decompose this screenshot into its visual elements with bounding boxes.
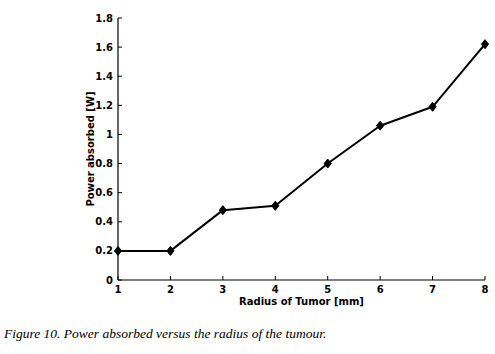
x-tick-label: 7 — [429, 284, 436, 295]
x-tick — [118, 276, 119, 280]
x-tick — [380, 276, 381, 280]
marker — [167, 246, 174, 255]
marker — [324, 159, 331, 168]
marker — [272, 201, 279, 210]
y-tick-label: 0.8 — [95, 158, 113, 169]
y-axis — [117, 18, 118, 280]
x-tick — [432, 276, 433, 280]
y-tick-label: 0 — [106, 275, 113, 286]
x-tick — [327, 276, 328, 280]
y-tick — [118, 47, 122, 48]
x-tick — [275, 276, 276, 280]
y-tick — [118, 163, 122, 164]
plot-area — [114, 40, 488, 256]
y-tick-label: 1.4 — [95, 71, 113, 82]
marker — [429, 102, 436, 111]
y-axis-label: Power absorbed [W] — [85, 91, 96, 206]
x-tick-label: 5 — [324, 284, 331, 295]
y-tick-label: 0.6 — [95, 187, 113, 198]
y-tick-label: 1 — [106, 129, 113, 140]
x-axis-label: Radius of Tumor [mm] — [239, 296, 364, 307]
x-tick — [222, 276, 223, 280]
marker — [114, 246, 121, 255]
y-tick-label: 0.2 — [95, 245, 113, 256]
series-line — [118, 44, 485, 251]
x-tick-label: 3 — [219, 284, 226, 295]
x-tick-label: 6 — [377, 284, 384, 295]
x-tick — [485, 276, 486, 280]
y-tick-label: 1.2 — [95, 100, 113, 111]
y-tick — [118, 76, 122, 77]
y-tick-label: 1.6 — [95, 42, 113, 53]
x-tick-label: 8 — [482, 284, 489, 295]
x-tick-label: 2 — [167, 284, 174, 295]
y-tick — [118, 192, 122, 193]
y-tick — [118, 221, 122, 222]
y-tick — [118, 105, 122, 106]
chart: 0 0.2 0.4 0.6 0.8 1 1.2 1.4 1.6 1.8 1 2 3 4 5 6 7 8 Radius… — [0, 0, 495, 354]
marker — [219, 206, 226, 215]
marker — [377, 121, 384, 130]
y-tick — [118, 134, 122, 135]
x-tick-label: 4 — [272, 284, 279, 295]
x-axis — [118, 279, 485, 280]
x-tick-label: 1 — [115, 284, 122, 295]
caption: Figure 10. Power absorbed versus the rad… — [3, 326, 326, 341]
marker — [481, 40, 488, 49]
x-tick — [170, 276, 171, 280]
y-tick — [118, 18, 122, 19]
y-tick-label: 1.8 — [95, 13, 113, 24]
y-tick-label: 0.4 — [95, 216, 113, 227]
y-tick — [118, 280, 122, 281]
